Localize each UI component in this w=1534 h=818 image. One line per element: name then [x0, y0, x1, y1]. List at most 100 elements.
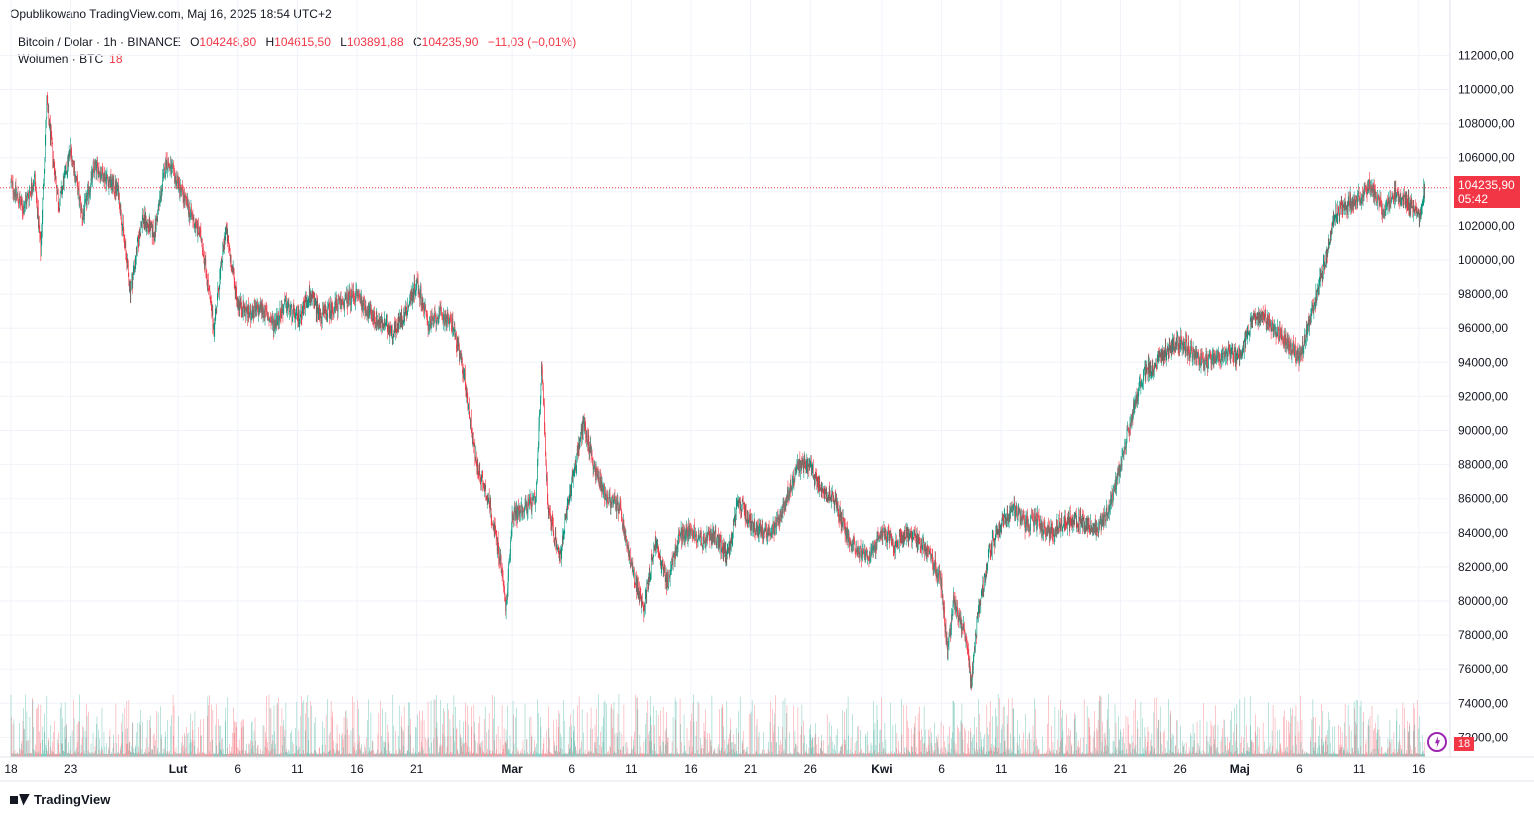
- candle-body: [292, 309, 294, 318]
- volume-bar: [546, 753, 548, 757]
- volume-bar: [800, 734, 802, 757]
- volume-bar: [1078, 753, 1080, 757]
- volume-bar: [1149, 753, 1150, 757]
- volume-bar: [398, 753, 400, 757]
- volume-bar: [410, 753, 412, 757]
- candle-body: [337, 309, 338, 313]
- volume-bar: [123, 753, 125, 757]
- volume-bar: [1354, 708, 1355, 757]
- candle-body: [35, 174, 36, 185]
- volume-bar: [404, 753, 405, 757]
- volume-bar: [1406, 753, 1408, 757]
- volume-bar: [79, 694, 80, 757]
- volume-bar: [827, 753, 829, 757]
- volume-bar: [295, 728, 296, 757]
- volume-bar: [1237, 753, 1239, 757]
- volume-bar: [703, 722, 705, 757]
- candle-body: [393, 335, 394, 338]
- volume-bar: [1159, 706, 1161, 757]
- volume-bar: [1040, 754, 1041, 757]
- volume-bar: [992, 753, 994, 757]
- volume-bar: [178, 716, 179, 757]
- candle-body: [324, 307, 325, 314]
- volume-bar: [816, 753, 818, 757]
- volume-bar: [664, 753, 665, 757]
- volume-bar: [1303, 754, 1304, 757]
- volume-bar: [770, 701, 771, 757]
- volume-bar: [1274, 717, 1276, 757]
- volume-bar: [492, 753, 494, 757]
- volume-bar: [795, 744, 796, 757]
- volume-bar: [1090, 752, 1091, 757]
- candle-body: [157, 210, 158, 222]
- volume-bar: [720, 750, 721, 757]
- volume-bar: [194, 745, 195, 757]
- candle-body: [158, 202, 159, 210]
- volume-bar: [782, 727, 783, 757]
- volume-bar: [697, 701, 699, 757]
- volume-bar: [912, 751, 914, 757]
- volume-bar: [1202, 750, 1204, 757]
- volume-bar: [459, 753, 460, 757]
- volume-bar: [965, 730, 966, 757]
- candle-body: [49, 123, 51, 128]
- volume-bar: [1331, 753, 1333, 757]
- candle-body: [340, 299, 341, 302]
- volume-bar: [836, 753, 837, 757]
- volume-bar: [1120, 729, 1121, 757]
- volume-bar: [423, 720, 425, 757]
- volume-bar: [1050, 750, 1052, 757]
- candle-body: [315, 300, 316, 302]
- volume-bar: [38, 704, 39, 757]
- candle-body: [184, 195, 186, 202]
- volume-bar: [1060, 741, 1062, 757]
- volume-bar: [1284, 751, 1286, 757]
- volume-bar: [799, 753, 800, 757]
- volume-bar: [186, 726, 187, 757]
- volume-bar: [1150, 751, 1151, 757]
- candle-body: [360, 297, 361, 301]
- candle-body: [333, 313, 334, 315]
- symbol-name[interactable]: Bitcoin / Dolar · 1h · BINANCE: [18, 35, 181, 49]
- candle-body: [107, 178, 109, 181]
- volume-bar: [34, 753, 35, 757]
- volume-bar: [250, 740, 251, 757]
- volume-bar: [247, 753, 249, 757]
- candle-body: [479, 466, 480, 475]
- volume-bar: [1174, 745, 1176, 757]
- volume-bar: [1185, 754, 1187, 757]
- volume-bar: [973, 734, 975, 757]
- candle-body: [101, 167, 103, 177]
- candle-body: [415, 288, 416, 293]
- volume-bar: [999, 743, 1001, 757]
- volume-bar: [888, 753, 889, 757]
- volume-bar: [1383, 752, 1385, 757]
- volume-bar: [1408, 731, 1409, 757]
- volume-bar: [150, 753, 152, 757]
- candle-body: [273, 320, 274, 332]
- volume-bar: [985, 754, 987, 757]
- volume-bar: [907, 720, 909, 757]
- volume-bar: [1397, 753, 1399, 757]
- volume-bar: [1103, 751, 1104, 757]
- candle-body: [491, 522, 493, 524]
- volume-bar: [46, 696, 48, 757]
- candle-body: [526, 503, 528, 514]
- volume-bar: [788, 753, 790, 757]
- volume-bar: [1123, 728, 1124, 757]
- candle-body: [362, 304, 363, 310]
- candle-body: [315, 300, 317, 315]
- volume-bar: [1383, 753, 1384, 757]
- candle-body: [263, 310, 264, 312]
- candle-body: [136, 249, 138, 255]
- volume-bar: [586, 712, 588, 757]
- volume-bar: [1109, 753, 1111, 757]
- volume-bar: [970, 727, 971, 757]
- volume-bar: [482, 740, 484, 757]
- candle-body: [237, 302, 239, 310]
- volume-bar: [1388, 747, 1390, 757]
- volume-bar: [1225, 745, 1227, 757]
- volume-bar: [1006, 715, 1008, 757]
- candle-body: [82, 215, 84, 220]
